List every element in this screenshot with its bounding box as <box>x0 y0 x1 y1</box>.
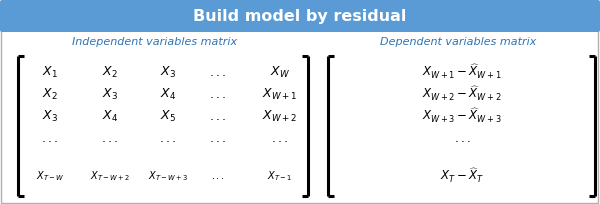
Text: $...$: $...$ <box>41 132 59 144</box>
Text: Independent variables matrix: Independent variables matrix <box>73 37 238 47</box>
Text: $X_{W+3} - \widehat{X}_{W+3}$: $X_{W+3} - \widehat{X}_{W+3}$ <box>422 107 502 125</box>
Text: $X_2$: $X_2$ <box>42 86 58 102</box>
Text: $X_2$: $X_2$ <box>102 64 118 80</box>
Text: $X_1$: $X_1$ <box>42 64 58 80</box>
Text: $...$: $...$ <box>101 132 119 144</box>
Text: $...$: $...$ <box>209 88 227 101</box>
FancyBboxPatch shape <box>0 0 600 32</box>
Text: $...$: $...$ <box>209 65 227 79</box>
Text: $...$: $...$ <box>209 110 227 122</box>
Text: $X_{T-W+2}$: $X_{T-W+2}$ <box>90 169 130 183</box>
Text: $X_4$: $X_4$ <box>160 86 176 102</box>
Text: $X_3$: $X_3$ <box>42 109 58 124</box>
Text: $X_{T-1}$: $X_{T-1}$ <box>268 169 293 183</box>
Text: $X_T - \widehat{X}_T$: $X_T - \widehat{X}_T$ <box>440 167 484 185</box>
Text: $X_5$: $X_5$ <box>160 109 176 124</box>
Text: $X_{T-W+3}$: $X_{T-W+3}$ <box>148 169 188 183</box>
Text: $X_{W+2}$: $X_{W+2}$ <box>262 109 298 124</box>
Text: $X_W$: $X_W$ <box>270 64 290 80</box>
Text: $...$: $...$ <box>211 171 225 181</box>
Text: $X_4$: $X_4$ <box>102 109 118 124</box>
Text: $...$: $...$ <box>209 132 227 144</box>
Text: $...$: $...$ <box>159 132 177 144</box>
Text: Dependent variables matrix: Dependent variables matrix <box>380 37 536 47</box>
Text: $X_3$: $X_3$ <box>160 64 176 80</box>
Text: $X_{T-W}$: $X_{T-W}$ <box>36 169 64 183</box>
Text: $X_{W+1}$: $X_{W+1}$ <box>262 86 298 102</box>
Text: $X_3$: $X_3$ <box>102 86 118 102</box>
Text: $...$: $...$ <box>454 132 470 144</box>
Text: Build model by residual: Build model by residual <box>193 9 407 23</box>
Text: $X_{W+1} - \widehat{X}_{W+1}$: $X_{W+1} - \widehat{X}_{W+1}$ <box>422 63 502 81</box>
Text: $X_{W+2} - \widehat{X}_{W+2}$: $X_{W+2} - \widehat{X}_{W+2}$ <box>422 85 502 103</box>
Text: $...$: $...$ <box>271 132 289 144</box>
